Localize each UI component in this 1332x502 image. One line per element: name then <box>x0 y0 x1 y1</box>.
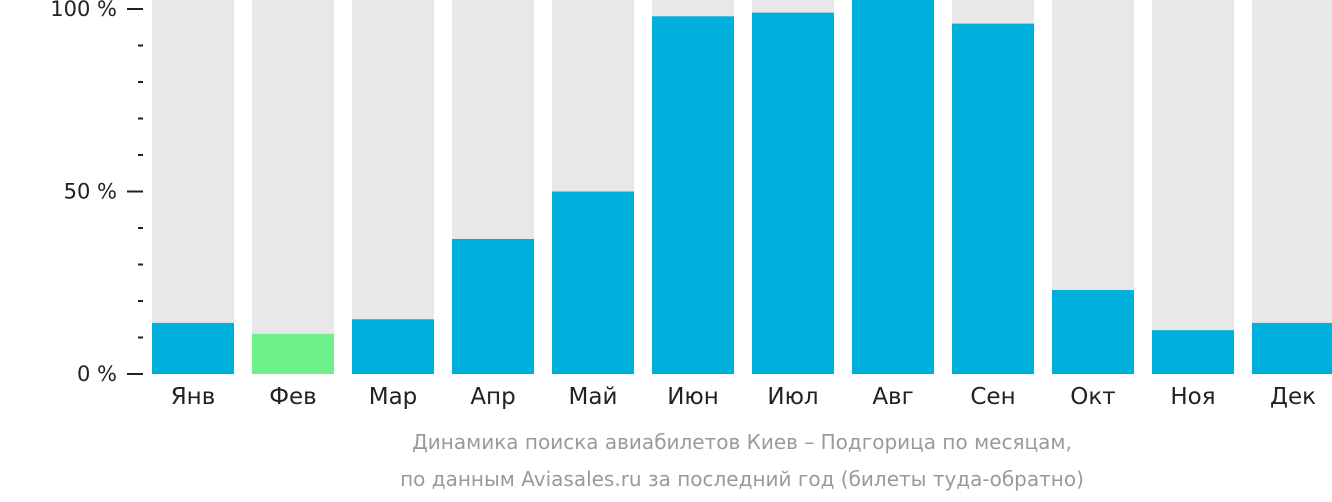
x-tick-label-7: Июл <box>767 384 818 410</box>
bar-chart-svg: 0 % 50 % 100 % Янв Фев Мар Апр Май Июн Июл Авг Сен… <box>50 0 1332 410</box>
bar-1 <box>152 322 234 374</box>
y-tick-label-50: 50 % <box>64 180 117 204</box>
x-tick-label-1: Янв <box>171 384 216 410</box>
x-tick-label-6: Июн <box>667 384 719 410</box>
x-tick-label-8: Авг <box>872 384 913 410</box>
x-axis-labels: Янв Фев Мар Апр Май Июн Июл Авг Сен Окт Ноя Дек <box>171 384 1316 410</box>
bars <box>152 0 1332 375</box>
bar-11 <box>1152 330 1234 374</box>
chart-caption-line-1: Динамика поиска авиабилетов Киев – Подго… <box>412 430 1072 454</box>
x-tick-label-4: Апр <box>470 384 515 410</box>
x-tick-label-11: Ноя <box>1170 384 1215 410</box>
bar-6 <box>652 16 734 375</box>
bar-9 <box>952 23 1034 374</box>
bar-3 <box>352 319 434 374</box>
bar-8 <box>852 0 934 374</box>
x-tick-label-3: Мар <box>369 384 418 410</box>
y-tick-label-0: 0 % <box>77 362 117 386</box>
bar-track-12 <box>1252 0 1332 374</box>
chart-caption-line-2: по данным Aviasales.ru за последний год … <box>400 467 1084 491</box>
bar-track-11 <box>1152 0 1234 374</box>
bar-5 <box>552 191 634 374</box>
bar-12 <box>1252 322 1332 374</box>
x-tick-label-9: Сен <box>970 384 1015 410</box>
bar-track-1 <box>152 0 234 374</box>
y-axis: 0 % 50 % 100 % <box>50 0 143 386</box>
y-tick-label-100: 100 % <box>50 0 117 21</box>
bar-10 <box>1052 290 1134 374</box>
x-tick-label-5: Май <box>569 384 618 410</box>
x-tick-label-12: Дек <box>1270 384 1316 410</box>
x-tick-label-2: Фев <box>269 384 317 410</box>
bar-4 <box>452 238 534 374</box>
x-tick-label-10: Окт <box>1070 384 1115 410</box>
bar-track-2 <box>252 0 334 374</box>
bar-7 <box>752 12 834 375</box>
bar-track-3 <box>352 0 434 374</box>
bar-2 <box>252 333 334 374</box>
